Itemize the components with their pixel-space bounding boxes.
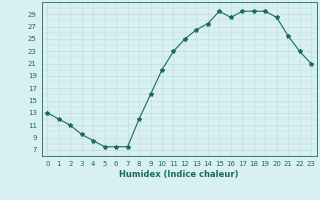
X-axis label: Humidex (Indice chaleur): Humidex (Indice chaleur)	[119, 170, 239, 179]
